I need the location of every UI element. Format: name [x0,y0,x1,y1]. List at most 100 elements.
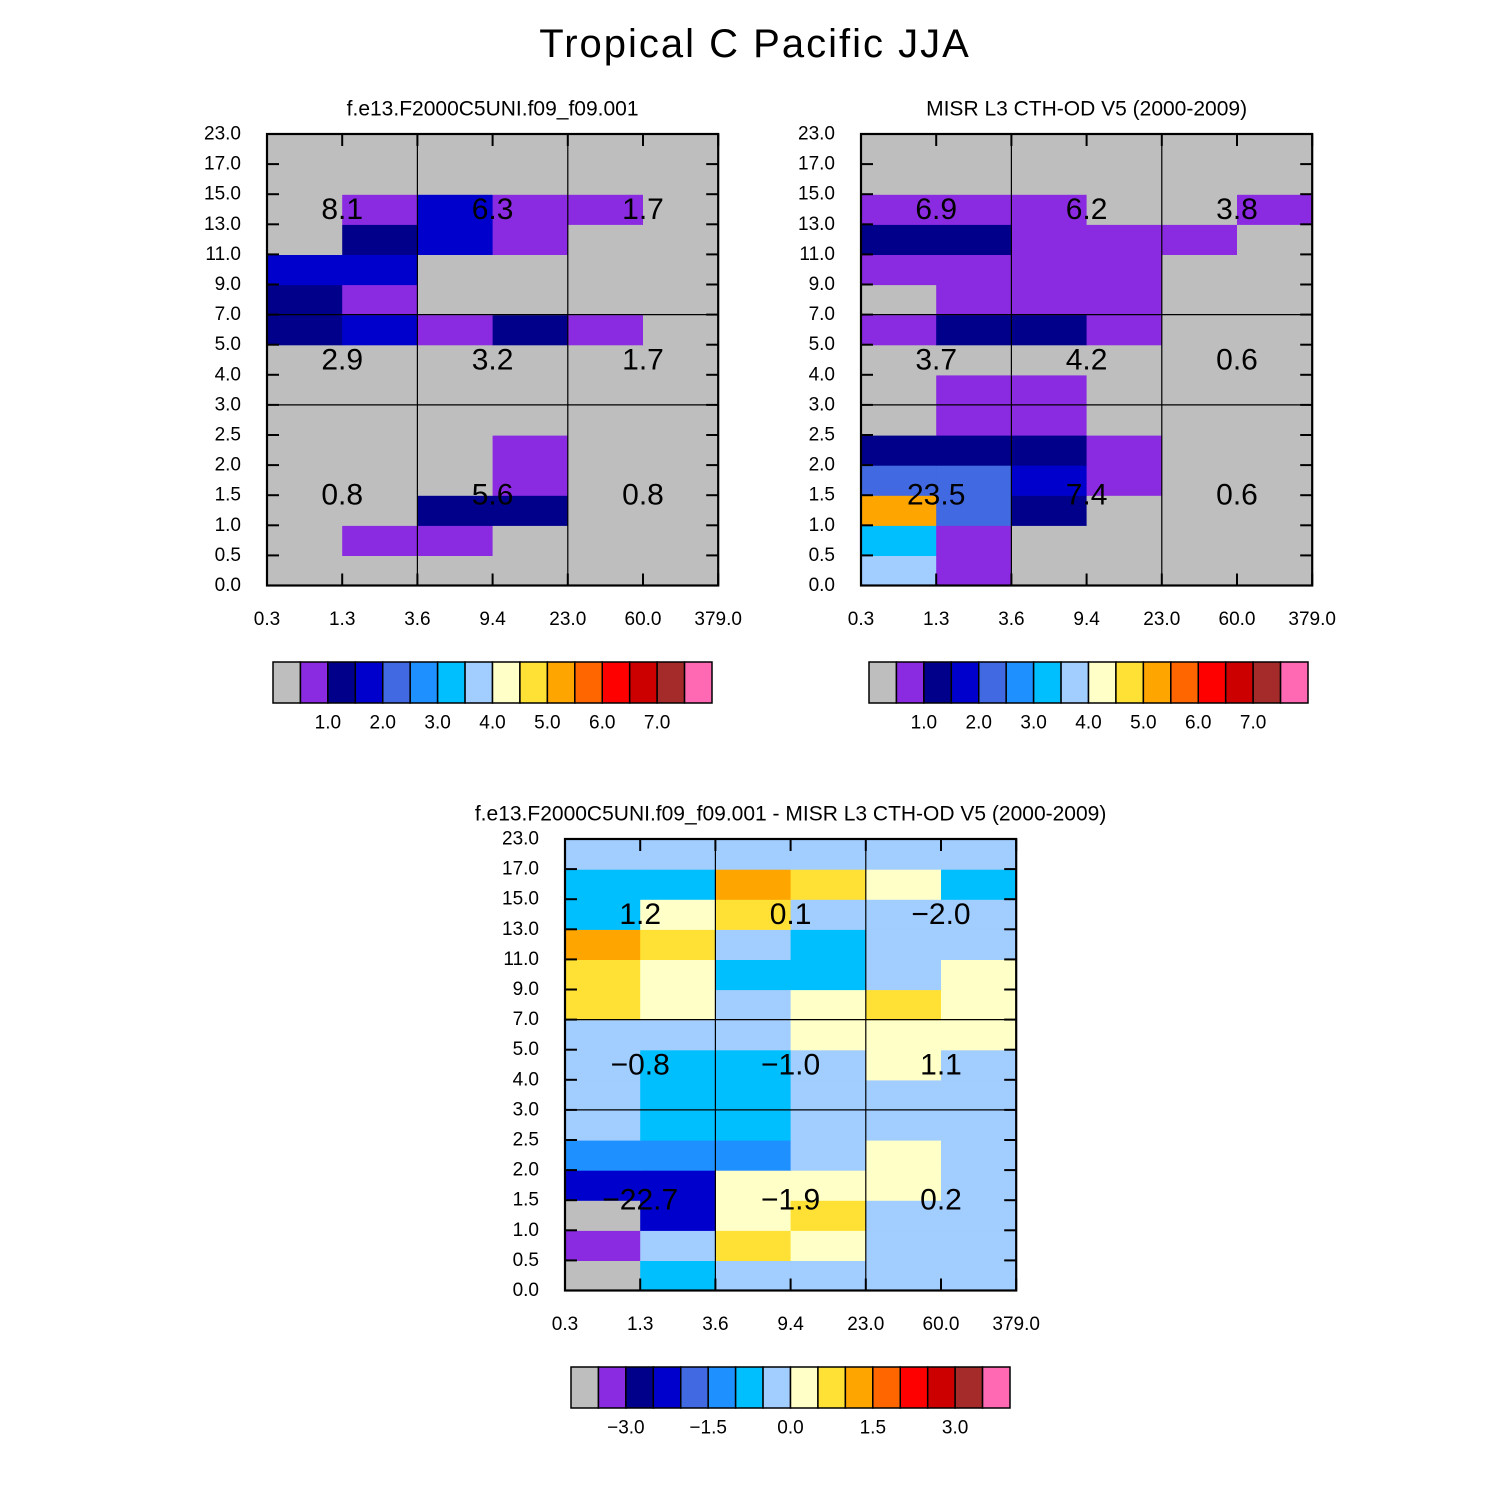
x-tick-label: 1.3 [627,1314,653,1335]
colorbar-swatch [628,661,658,704]
y-tick-label: 23.0 [798,124,835,145]
y-tick-label: 5.0 [513,1039,539,1060]
heatmap-cell [567,404,644,436]
colorbar-swatch [899,1366,929,1409]
colorbar-swatch [491,661,521,704]
colorbar-swatch [327,661,357,704]
x-tick-label: 9.4 [479,609,506,630]
y-tick-label: 5.0 [809,334,835,355]
heatmap-cell [567,164,644,195]
colorbar-label: 4.0 [479,713,505,734]
heatmap-cell [1011,254,1088,286]
colorbar-swatch [1005,661,1035,704]
colorbar-swatch [354,661,384,704]
heatmap-cell [640,899,716,930]
colorbar-swatch [981,1366,1011,1409]
heatmap-cell [865,1140,942,1171]
block-value-label: 0.8 [622,479,664,512]
heatmap-cell [565,1019,641,1051]
heatmap-cell [417,525,494,556]
colorbar-swatch [707,1366,737,1409]
heatmap-cell [936,525,1012,556]
colorbar-swatch [1032,661,1062,704]
heatmap-cell [865,869,942,900]
block-value-label: 3.8 [1216,193,1258,226]
heatmap-cell [1086,525,1163,556]
heatmap-cell [936,465,1012,496]
y-tick-label: 0.5 [513,1250,539,1271]
x-tick-label: 23.0 [549,609,586,630]
y-tick-label: 5.0 [215,334,241,355]
colorbar-swatch [762,1366,792,1409]
heatmap-cell [342,465,418,496]
block-value-label: −1.9 [761,1184,820,1217]
heatmap-cell [565,989,641,1021]
colorbar-swatch [656,661,686,704]
subplot-title: f.e13.F2000C5UNI.f09_f09.001 [347,98,639,121]
heatmap-cell [342,344,418,376]
heatmap-cell [861,164,937,195]
heatmap-cell [1086,164,1163,195]
heatmap-cell [861,465,937,496]
heatmap-cell [1237,164,1313,195]
heatmap-cell [417,344,494,376]
colorbar-swatch [683,661,713,704]
heatmap-cell [643,134,719,165]
heatmap-cell [790,869,867,900]
y-tick-label: 0.0 [809,575,835,596]
heatmap-cell [1011,374,1088,406]
heatmap-cell [567,374,644,406]
heatmap-cell [941,1109,1017,1141]
heatmap-cell [417,465,494,496]
heatmap-cell [267,435,343,466]
heatmap-cell [565,1260,641,1292]
heatmap-cell [267,525,343,556]
heatmap-cell [1086,224,1163,255]
x-tick-label: 379.0 [694,609,742,630]
heatmap-cell [715,929,792,960]
colorbar-swatch [923,661,953,704]
heatmap-cell [1237,134,1313,165]
heatmap-cell [865,1019,942,1051]
colorbar-label: 6.0 [589,713,615,734]
colorbar-swatch [895,661,925,704]
heatmap-cell [640,1230,716,1261]
y-tick-label: 3.0 [215,394,241,415]
heatmap-cell [941,1079,1017,1111]
heatmap-cell [567,525,644,556]
y-tick-label: 4.0 [809,364,835,385]
heatmap-cell [1011,134,1088,165]
colorbar-swatch [1170,661,1199,704]
heatmap-cell [941,989,1017,1021]
heatmap-cell [936,224,1012,255]
heatmap-cell [1086,314,1163,346]
y-tick-label: 4.0 [215,364,241,385]
y-tick-label: 9.0 [215,274,241,295]
colorbar-label: 1.5 [860,1418,886,1439]
heatmap-cell [342,404,418,436]
heatmap-cell [565,1049,641,1081]
heatmap-cell [715,869,792,900]
y-tick-label: 15.0 [798,184,835,205]
heatmap-cell [1086,495,1163,526]
block-value-label: 5.6 [472,479,514,512]
heatmap-cell [941,959,1017,991]
y-tick-label: 9.0 [809,274,835,295]
x-tick-label: 3.6 [998,609,1024,630]
subplot-title: MISR L3 CTH-OD V5 (2000-2009) [926,98,1247,121]
heatmap-cell [1011,525,1088,556]
y-tick-label: 2.0 [513,1160,539,1181]
heatmap-cell [790,959,867,991]
block-value-label: −2.0 [911,898,970,931]
heatmap-cell [1161,254,1238,286]
y-tick-label: 2.0 [809,455,835,476]
heatmap-cell [565,959,641,991]
block-value-label: 6.2 [1066,193,1108,226]
heatmap-cell [640,1200,716,1231]
heatmap-cell [936,314,1012,346]
heatmap-cell [417,555,494,587]
heatmap-cell [492,435,569,466]
heatmap-cell [1237,344,1313,376]
y-tick-label: 3.0 [513,1099,539,1120]
